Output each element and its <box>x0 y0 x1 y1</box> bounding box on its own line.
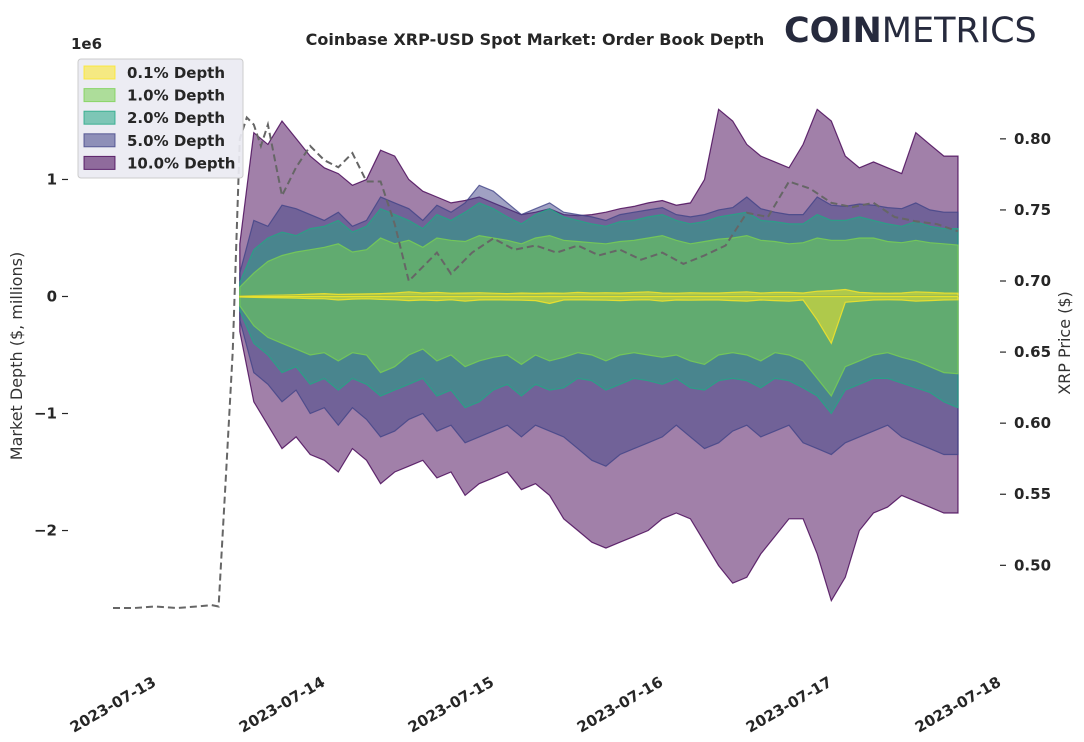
legend-entry: 2.0% Depth <box>127 109 225 127</box>
legend-box <box>77 58 244 179</box>
legend-entry: 10.0% Depth <box>127 154 235 172</box>
right-tick-label: 0.65 <box>1014 343 1051 361</box>
chart-title: Coinbase XRP-USD Spot Market: Order Book… <box>306 30 765 49</box>
right-tick-label: 0.50 <box>1014 556 1051 574</box>
depth-areas <box>239 108 959 603</box>
bid-area-0-1-depth <box>239 288 959 298</box>
ask-area-0-1-depth <box>239 295 959 345</box>
legend-swatch <box>83 155 116 170</box>
x-axis: 2023-07-13 2023-07-14 2023-07-15 2023-07-16… <box>67 673 1004 737</box>
legend-swatch <box>83 133 116 148</box>
ask-area-1-0-depth <box>239 295 959 398</box>
price-line <box>113 115 959 610</box>
x-tick-label: 2023-07-16 <box>574 673 666 737</box>
legend-entry: 0.1% Depth <box>127 64 225 82</box>
right-y-axis: 0.80 0.75 0.70 0.65 0.60 0.55 0.50 <box>1000 130 1051 574</box>
left-axis-label: Market Depth ($, millions) <box>7 252 26 460</box>
bid-area-1-0-depth <box>239 234 959 298</box>
x-tick-label: 2023-07-18 <box>912 673 1004 737</box>
right-tick-label: 0.80 <box>1014 130 1051 148</box>
left-tick-label: −2 <box>34 522 57 540</box>
left-tick-label: −1 <box>34 405 57 423</box>
left-tick-label: 1 <box>47 170 57 188</box>
legend-swatch <box>83 88 116 103</box>
x-tick-label: 2023-07-17 <box>743 673 835 737</box>
right-tick-label: 0.60 <box>1014 414 1051 432</box>
legend-entry: 1.0% Depth <box>127 87 225 105</box>
legend: 0.1% Depth 1.0% Depth 2.0% Depth 5.0% Depth… <box>77 58 244 179</box>
left-y-axis: 1 0 −1 −2 <box>34 170 68 540</box>
legend-swatch <box>83 65 116 80</box>
legend-entry: 5.0% Depth <box>127 132 225 150</box>
left-tick-label: 0 <box>47 287 57 305</box>
right-tick-label: 0.75 <box>1014 201 1051 219</box>
left-axis-offset-text: 1e6 <box>71 35 102 53</box>
x-tick-label: 2023-07-14 <box>236 673 328 737</box>
right-axis-label: XRP Price ($) <box>1055 291 1074 395</box>
price-layer <box>113 115 959 610</box>
x-tick-label: 2023-07-13 <box>67 673 159 737</box>
right-tick-label: 0.70 <box>1014 272 1051 290</box>
legend-swatch <box>83 110 116 125</box>
coinmetrics-logo: COINMETRICS <box>784 11 1037 51</box>
right-tick-label: 0.55 <box>1014 485 1051 503</box>
x-tick-label: 2023-07-15 <box>405 673 497 737</box>
